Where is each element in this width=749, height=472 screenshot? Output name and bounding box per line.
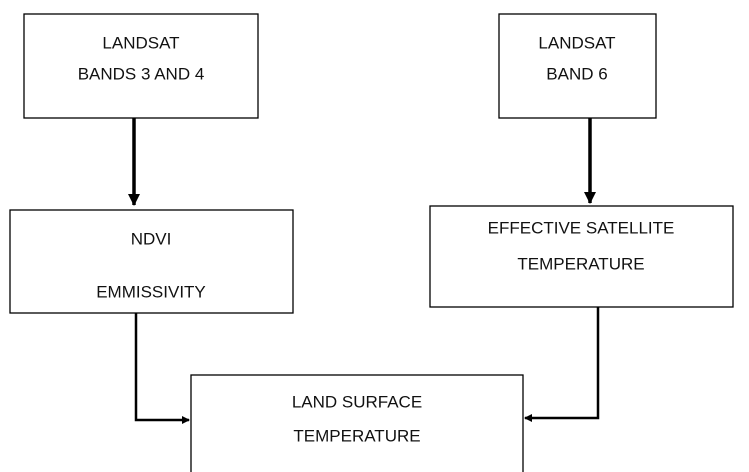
node-label: LAND SURFACE	[292, 392, 422, 411]
node-label: EFFECTIVE SATELLITE	[488, 218, 675, 237]
node-box	[429, 205, 734, 308]
node-box	[498, 13, 657, 119]
node-label: TEMPERATURE	[293, 426, 420, 445]
arrow	[524, 307, 600, 422]
node-label: TEMPERATURE	[517, 254, 644, 273]
node-label: LANDSAT	[538, 33, 615, 52]
node-box	[9, 209, 294, 314]
node-label: LANDSAT	[102, 33, 179, 52]
node-label: EMMISSIVITY	[96, 282, 206, 301]
node-box	[190, 374, 524, 472]
node-label: NDVI	[131, 229, 172, 248]
arrow	[134, 313, 190, 424]
node-box	[23, 13, 259, 119]
node-label: BAND 6	[546, 64, 607, 83]
node-label: BANDS 3 AND 4	[78, 64, 205, 83]
